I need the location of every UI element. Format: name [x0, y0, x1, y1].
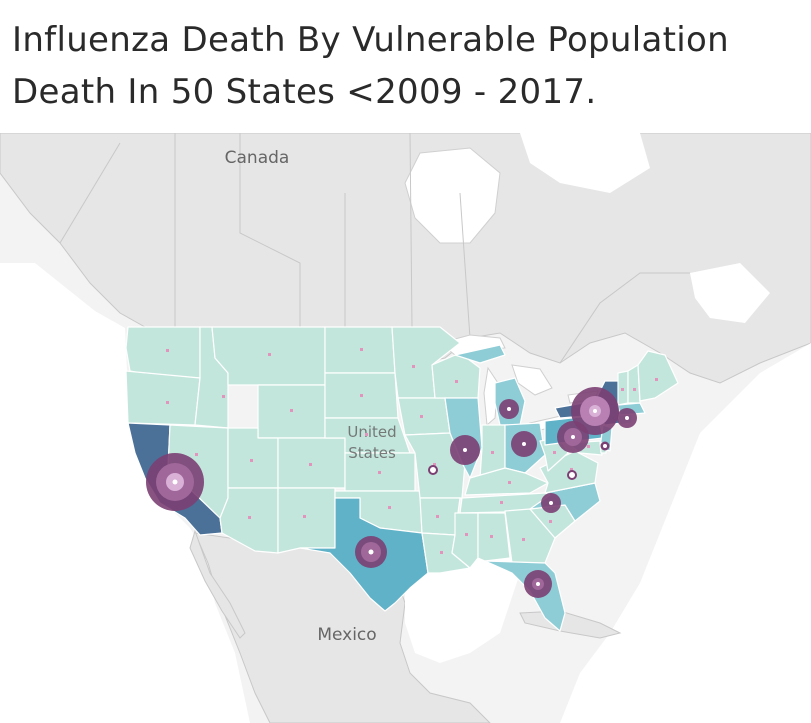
- state-new-mexico[interactable]: [277, 487, 336, 554]
- state-michigan-up[interactable]: [454, 344, 506, 364]
- marker-maine[interactable]: [655, 378, 658, 381]
- canada-province-borders: [59, 133, 690, 364]
- label-canada: Canada: [225, 148, 290, 168]
- state-washington[interactable]: [125, 326, 201, 379]
- marker-nevada[interactable]: [195, 453, 198, 456]
- bubble-texas[interactable]: [355, 536, 387, 568]
- marker-washington[interactable]: [166, 349, 169, 352]
- marker-oklahoma[interactable]: [388, 506, 391, 509]
- bubble-michigan[interactable]: [499, 399, 519, 419]
- marker-oregon[interactable]: [166, 401, 169, 404]
- state-new-hampshire[interactable]: [627, 364, 641, 404]
- bubble-kentucky[interactable]: [567, 470, 577, 480]
- marker-nebraska[interactable]: [365, 433, 368, 436]
- marker-georgia[interactable]: [522, 538, 525, 541]
- gulf-st-lawrence: [690, 263, 770, 323]
- marker-maryland[interactable]: [587, 445, 590, 448]
- marker-alabama[interactable]: [490, 535, 493, 538]
- label-states: States: [348, 444, 396, 462]
- marker-wisconsin[interactable]: [455, 380, 458, 383]
- bubble-massachusetts[interactable]: [617, 408, 637, 428]
- marker-new-mexico[interactable]: [303, 515, 306, 518]
- marker-arizona[interactable]: [248, 516, 251, 519]
- state-georgia[interactable]: [504, 508, 556, 564]
- label-united: United: [347, 423, 396, 441]
- hudson-bay: [404, 147, 501, 244]
- state-arkansas[interactable]: [419, 497, 461, 536]
- title-line-2: Death In 50 States <2009 - 2017.: [12, 72, 597, 112]
- state-markers: [166, 348, 658, 554]
- arctic-water: [520, 133, 650, 193]
- state-maine[interactable]: [637, 350, 679, 402]
- chart-title: Influenza Death By Vulnerable Population…: [12, 14, 802, 118]
- bubble-north-carolina[interactable]: [541, 493, 561, 513]
- marker-south-dakota[interactable]: [360, 394, 363, 397]
- map-svg[interactable]: Canada United States Mexico: [0, 133, 811, 723]
- atlantic-ocean: [560, 343, 811, 723]
- marker-vermont[interactable]: [621, 388, 624, 391]
- label-mexico: Mexico: [317, 625, 376, 645]
- population-bubbles: [146, 387, 637, 598]
- marker-idaho[interactable]: [222, 395, 225, 398]
- bubble-ohio[interactable]: [511, 431, 537, 457]
- marker-tennessee[interactable]: [500, 501, 503, 504]
- marker-south-carolina[interactable]: [549, 520, 552, 523]
- marker-arkansas[interactable]: [436, 515, 439, 518]
- canada-landmass[interactable]: [0, 133, 811, 384]
- gulf-of-mexico: [405, 553, 520, 663]
- marker-utah[interactable]: [250, 459, 253, 462]
- marker-wyoming[interactable]: [290, 409, 293, 412]
- marker-north-dakota[interactable]: [360, 348, 363, 351]
- marker-louisiana[interactable]: [440, 551, 443, 554]
- bubble-missouri[interactable]: [428, 465, 438, 475]
- marker-missouri[interactable]: [433, 463, 436, 466]
- marker-mississippi[interactable]: [465, 533, 468, 536]
- state-iowa[interactable]: [397, 397, 451, 436]
- map-area[interactable]: Canada United States Mexico: [0, 133, 811, 723]
- marker-new-hampshire[interactable]: [633, 388, 636, 391]
- bubble-california[interactable]: [146, 453, 204, 511]
- bubble-illinois[interactable]: [450, 435, 480, 465]
- pacific-ocean: [0, 263, 250, 723]
- marker-montana[interactable]: [268, 353, 271, 356]
- bubble-new-jersey[interactable]: [600, 441, 610, 451]
- bubble-new-york[interactable]: [571, 387, 619, 435]
- state-oregon[interactable]: [125, 370, 201, 426]
- marker-iowa[interactable]: [420, 415, 423, 418]
- title-line-1: Influenza Death By Vulnerable Population: [12, 20, 729, 60]
- state-alabama[interactable]: [477, 512, 511, 562]
- baja-california[interactable]: [189, 529, 246, 639]
- marker-colorado[interactable]: [309, 463, 312, 466]
- marker-kansas[interactable]: [378, 471, 381, 474]
- marker-indiana[interactable]: [491, 451, 494, 454]
- bubble-pennsylvania[interactable]: [557, 421, 589, 453]
- marker-kentucky[interactable]: [508, 481, 511, 484]
- marker-west-virginia[interactable]: [553, 451, 556, 454]
- bubble-florida[interactable]: [524, 570, 552, 598]
- marker-virginia[interactable]: [570, 468, 573, 471]
- marker-minnesota[interactable]: [412, 365, 415, 368]
